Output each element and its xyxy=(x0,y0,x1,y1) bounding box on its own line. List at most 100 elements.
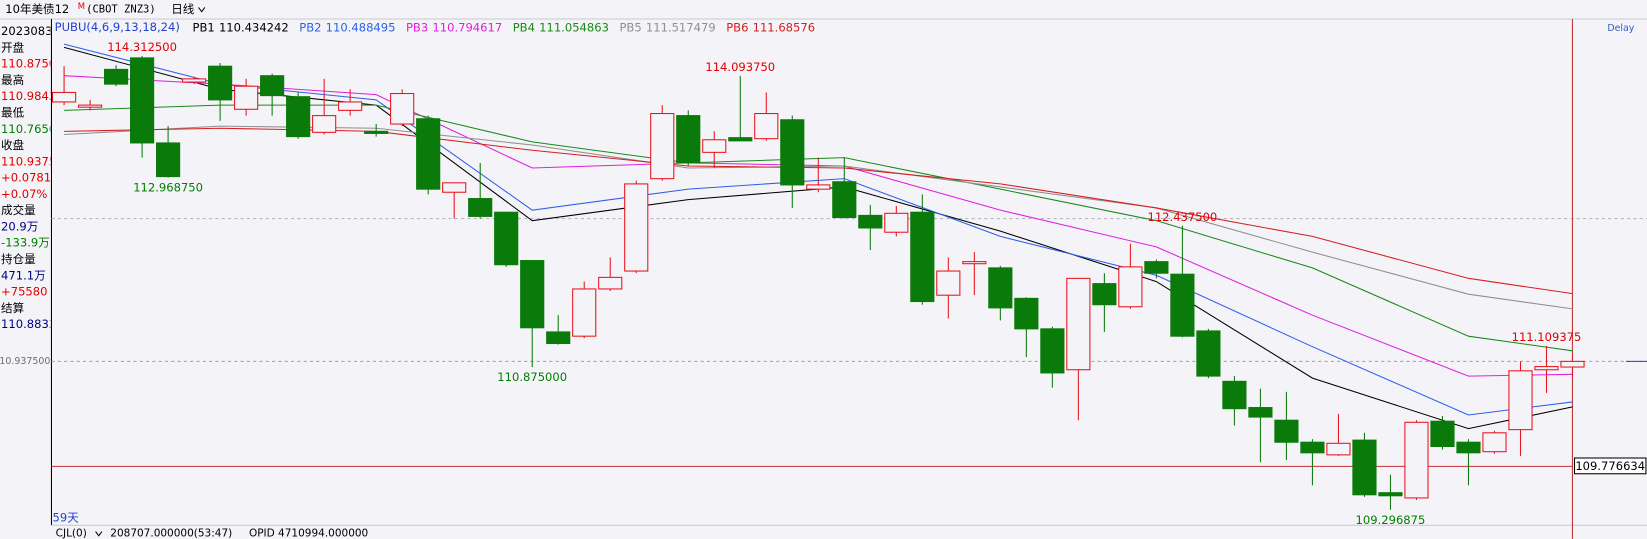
legend-entry: PB6 111.68576 xyxy=(726,20,815,34)
plot: 109.776634 114.312500 112.968750 114.093750… xyxy=(51,18,1647,539)
candle-body xyxy=(1508,370,1533,431)
legend-name: PB5 xyxy=(619,20,641,34)
candle-body xyxy=(1326,442,1351,456)
candle-body xyxy=(1404,421,1429,499)
candle-body xyxy=(182,78,207,83)
candle-body xyxy=(676,115,701,164)
days-count: 59天 xyxy=(53,510,80,524)
indicator-name: PUBU(4,6,9,13,18,24) xyxy=(55,20,180,34)
legend: PUBU(4,6,9,13,18,24) PB1 110.434242 PB2 110.… xyxy=(55,20,815,34)
legend-entry: PB5 111.517479 xyxy=(619,20,715,34)
candle-body xyxy=(806,184,831,190)
price-label-box xyxy=(1573,457,1647,475)
candle-body xyxy=(650,113,675,180)
info-item: 20230831 xyxy=(1,24,60,38)
candle-body xyxy=(390,93,415,125)
candle-body xyxy=(1092,283,1117,306)
info-item: 收盘 xyxy=(1,138,25,152)
legend-name: PB3 xyxy=(406,20,428,34)
info-item: 110.9843 xyxy=(1,89,56,103)
extreme-label: 114.093750 xyxy=(705,60,775,74)
candle-body xyxy=(858,214,883,229)
sub-value: 208707.000000(53:47) xyxy=(110,528,232,539)
candle-body xyxy=(364,130,389,134)
candle-body xyxy=(130,57,155,144)
symbol: (CBOT ZNZ3) xyxy=(86,4,156,16)
candle-body xyxy=(520,260,545,329)
info-item: 结算 xyxy=(1,301,24,315)
info-item: 成交量 xyxy=(1,203,36,217)
legend-value: 111.517479 xyxy=(646,20,716,34)
candle-body xyxy=(1248,407,1273,418)
candle-body xyxy=(1534,366,1559,371)
candle-body xyxy=(312,115,337,133)
candle-body xyxy=(1066,277,1091,371)
candle-body xyxy=(1300,441,1325,454)
candle-body xyxy=(988,267,1013,309)
candle-body xyxy=(884,212,909,233)
info-item: 持仓量 xyxy=(1,252,36,266)
candle-body xyxy=(78,104,103,108)
title: 10年美债12 xyxy=(5,2,69,16)
candle-body xyxy=(286,96,311,138)
candle-body xyxy=(780,119,805,186)
legend-name: PB6 xyxy=(726,20,748,34)
info-item: 471.1万 xyxy=(1,268,46,282)
candle-body xyxy=(936,270,961,296)
candle-body xyxy=(1196,330,1221,377)
candle-body xyxy=(1144,261,1169,274)
info-item: 最低 xyxy=(1,105,25,119)
price-label: 109.776634 xyxy=(1575,459,1645,473)
candle-body xyxy=(494,211,519,266)
extreme-label: 114.312500 xyxy=(107,40,177,54)
candle-body xyxy=(702,139,727,153)
candle-body xyxy=(728,137,753,142)
candle-body xyxy=(104,68,129,85)
info-item: +0.07% xyxy=(1,187,47,201)
candle-body xyxy=(962,261,987,265)
candle-body xyxy=(338,101,363,111)
legend-entry: PB2 110.488495 xyxy=(299,20,395,34)
legend-entry: PB3 110.794617 xyxy=(406,20,502,34)
candle-body xyxy=(51,91,77,103)
candle-body xyxy=(234,85,259,110)
candle-body xyxy=(1274,419,1299,443)
sub-value: OPID 4710994.000000 xyxy=(249,528,368,539)
extreme-label: 110.875000 xyxy=(497,370,567,384)
info-item: 开盘 xyxy=(1,40,25,54)
legend-name: PB2 xyxy=(299,20,321,34)
candle-body xyxy=(598,276,623,290)
info-item: -133.9万 xyxy=(1,236,50,250)
candle-body xyxy=(208,65,233,101)
candle-body xyxy=(468,198,493,217)
candle-body xyxy=(260,75,285,97)
candle-body xyxy=(416,118,441,190)
dropdown-arrow[interactable] xyxy=(95,531,103,537)
candle-body xyxy=(1352,439,1377,496)
extreme-label: 109.296875 xyxy=(1356,513,1426,527)
candle-body xyxy=(910,211,935,303)
period-selector[interactable]: 日线 xyxy=(171,2,195,16)
info-item: 20.9万 xyxy=(1,219,38,233)
info-item: 110.8750 xyxy=(1,57,56,71)
legend-entry: PB4 111.054863 xyxy=(513,20,609,34)
candle-body xyxy=(442,182,467,193)
legend-value: 111.68576 xyxy=(753,20,815,34)
candle-body xyxy=(1482,432,1507,453)
candle-body xyxy=(754,113,779,140)
legend-name: PB1 xyxy=(193,20,215,34)
extreme-label: 112.437500 xyxy=(1147,210,1217,224)
candle-body xyxy=(1378,492,1403,497)
status: Delay xyxy=(1607,23,1634,34)
candle-body xyxy=(1560,360,1585,368)
candle-body xyxy=(1222,380,1247,410)
title-sup: M xyxy=(78,1,85,11)
sub-indicator[interactable]: CJL(0) xyxy=(56,528,87,539)
info-panel: 20230831 开盘 110.8750 最高 110.9843 最低 110.7656 收盘… xyxy=(0,24,60,367)
crosshair-label: 110.937500 xyxy=(0,356,50,367)
legend-value: 110.434242 xyxy=(219,20,289,34)
dropdown-arrow[interactable] xyxy=(198,7,206,13)
